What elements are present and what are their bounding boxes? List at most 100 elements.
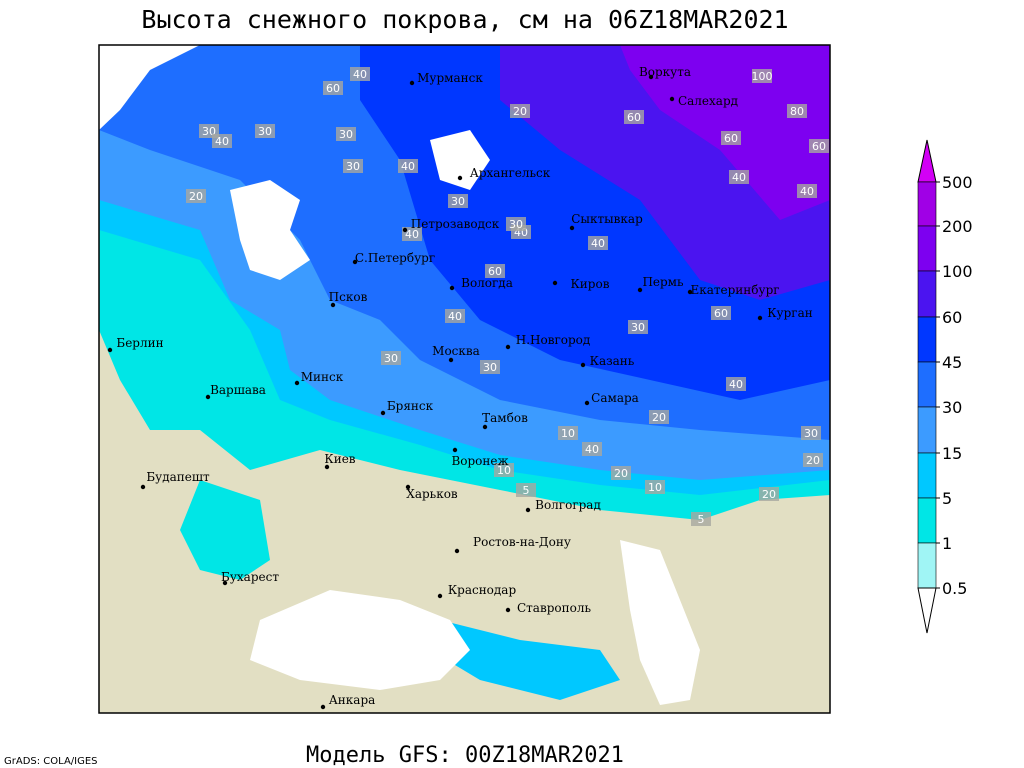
contour-label-box <box>809 139 829 153</box>
city-dot <box>437 593 443 599</box>
city-label: Волгоград <box>535 498 601 512</box>
contour-label: 60 <box>326 82 340 95</box>
contour-label-box <box>628 320 648 334</box>
contour-label: 30 <box>346 160 360 173</box>
contour-label: 40 <box>215 135 229 148</box>
contour-label-box <box>588 236 608 250</box>
city-label: Берлин <box>116 336 163 350</box>
city-dot <box>505 607 511 613</box>
contour-label-box <box>343 159 363 173</box>
legend-label: 30 <box>942 398 962 417</box>
city-label: Псков <box>329 290 368 304</box>
city-label: Самара <box>591 391 639 405</box>
contour-label-box <box>729 170 749 184</box>
snow-area <box>180 480 270 580</box>
city-label: Киев <box>324 452 355 466</box>
city-dot <box>320 704 326 710</box>
legend-label: 0.5 <box>942 579 967 598</box>
contour-label: 60 <box>812 140 826 153</box>
map-frame <box>98 44 831 714</box>
city-label: Вологда <box>461 276 513 290</box>
contour-label-box <box>255 124 275 138</box>
city-label: Воркута <box>639 65 691 79</box>
contour-label-box <box>649 410 669 424</box>
sea <box>230 180 310 280</box>
city-dot <box>448 357 454 363</box>
contour-label-box <box>787 104 807 118</box>
contour-label: 30 <box>258 125 272 138</box>
contour-label-box <box>624 110 644 124</box>
legend-label: 100 <box>942 262 973 281</box>
city-label: Москва <box>432 344 480 358</box>
contour-label-box <box>801 426 821 440</box>
city-label: Анкара <box>329 693 376 707</box>
contour-label: 20 <box>652 411 666 424</box>
legend-label: 1 <box>942 534 952 553</box>
contour-label-box <box>323 81 343 95</box>
city-dot <box>330 302 336 308</box>
city-dot <box>222 580 228 586</box>
city-label: С.Петербург <box>355 251 435 265</box>
legend-band <box>917 316 937 363</box>
legend-label: 45 <box>942 353 962 372</box>
contour-label: 30 <box>804 427 818 440</box>
contour-label: 60 <box>488 265 502 278</box>
legend-band <box>917 497 937 544</box>
contour-label: 5 <box>523 484 530 497</box>
city-label: Мурманск <box>417 71 483 85</box>
legend-label: 5 <box>942 489 952 508</box>
legend-band <box>917 452 937 499</box>
city-dot <box>452 447 458 453</box>
contour-label-box <box>485 264 505 278</box>
city-dot <box>584 400 590 406</box>
city-dot <box>505 344 511 350</box>
contour-label-box <box>803 453 823 467</box>
legend: 500 200 100 60 45 30 15 5 1 0.5 <box>917 139 973 634</box>
city-dot <box>402 227 408 233</box>
legend-band <box>917 406 937 454</box>
city-dot <box>457 175 463 181</box>
city-label: Пермь <box>642 275 684 289</box>
title: Высота снежного покрова, см на 06Z18MAR2… <box>141 5 788 34</box>
city-dot <box>380 410 386 416</box>
legend-band <box>917 361 937 408</box>
city-label: Будапешт <box>146 470 210 484</box>
contour-label: 40 <box>585 443 599 456</box>
city-label: Киров <box>571 277 610 291</box>
contour-label: 5 <box>698 513 705 526</box>
contour-label: 80 <box>790 105 804 118</box>
snow-area <box>430 620 620 700</box>
city-label: Курган <box>767 306 812 320</box>
contour-label: 20 <box>614 467 628 480</box>
contour-label-box <box>494 463 514 477</box>
contour-label-box <box>611 466 631 480</box>
contour-label: 60 <box>627 111 641 124</box>
legend-band <box>917 181 937 227</box>
legend-band <box>917 542 937 589</box>
footer-model: Модель GFS: 00Z18MAR2021 <box>306 743 624 768</box>
city-label: Харьков <box>406 487 458 501</box>
city-label: Краснодар <box>448 583 517 597</box>
sea <box>250 590 470 690</box>
contour-label-box <box>516 483 536 497</box>
contour-label-box <box>445 309 465 323</box>
contour-label: 100 <box>752 70 773 83</box>
contour-label: 30 <box>384 352 398 365</box>
legend-cap <box>917 139 937 183</box>
contour-label: 30 <box>339 128 353 141</box>
contour-label: 60 <box>724 132 738 145</box>
city-label: Ставрополь <box>517 601 591 615</box>
contour-label: 30 <box>451 195 465 208</box>
contour-label-box <box>797 184 817 198</box>
city-dot <box>637 287 643 293</box>
contour-label: 40 <box>591 237 605 250</box>
city-label: Н.Новгород <box>516 333 591 347</box>
city-dot <box>205 394 211 400</box>
contour-label: 40 <box>401 160 415 173</box>
city-label: Минск <box>301 370 344 384</box>
contour-label: 10 <box>497 464 511 477</box>
contour-label-box <box>558 426 578 440</box>
contour-label: 30 <box>483 361 497 374</box>
legend-label: 60 <box>942 308 962 327</box>
sea <box>430 130 490 190</box>
